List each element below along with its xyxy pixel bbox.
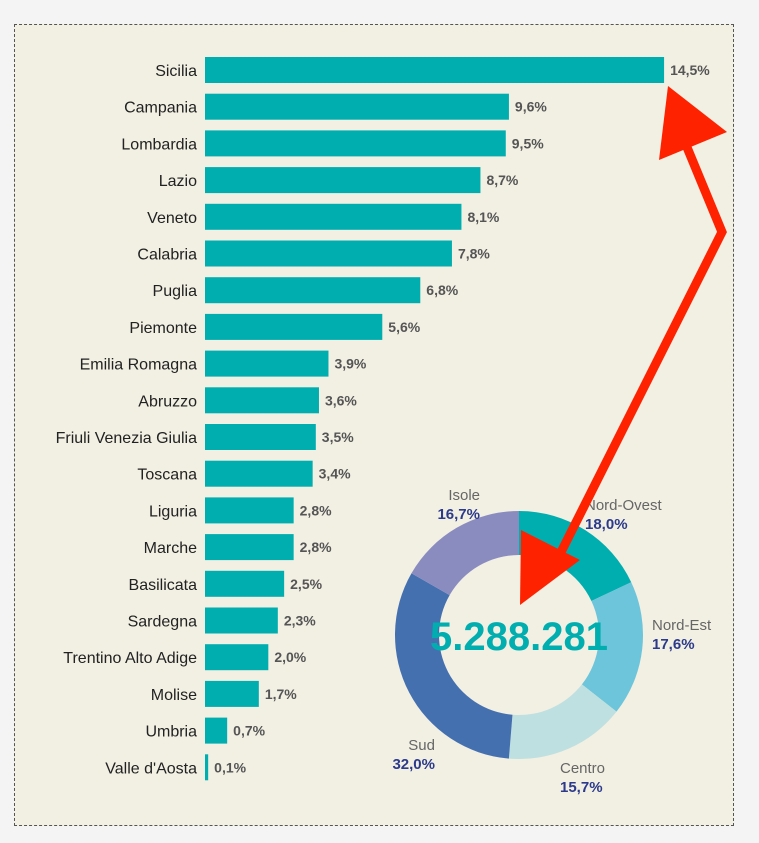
category-label: Puglia	[153, 283, 198, 300]
bar	[205, 644, 269, 671]
red-double-arrow-annotation	[520, 86, 727, 605]
bar-value-label: 2,8%	[300, 539, 332, 555]
category-label: Piemonte	[129, 320, 197, 337]
slice-value-label: 15,7%	[560, 779, 603, 796]
bar-value-label: 6,8%	[426, 282, 458, 298]
category-label: Valle d'Aosta	[105, 760, 197, 777]
bar	[205, 93, 509, 120]
donut-slice	[519, 511, 632, 601]
bar	[205, 680, 259, 707]
slice-name-label: Isole	[448, 487, 480, 504]
bar	[205, 387, 319, 414]
bar-chart: Sicilia 14,5% Campania 9,6% Lombardia 9,5% Laz…	[56, 57, 710, 781]
bar	[205, 497, 294, 524]
bar-value-label: 9,6%	[515, 99, 547, 115]
category-label: Campania	[124, 100, 197, 117]
bar-value-label: 14,5%	[670, 62, 710, 78]
category-label: Abruzzo	[138, 393, 197, 410]
category-label: Emilia Romagna	[80, 357, 197, 374]
category-label: Trentino Alto Adige	[63, 650, 197, 667]
bar	[205, 607, 278, 634]
category-label: Friuli Venezia Giulia	[56, 430, 198, 447]
category-label: Liguria	[149, 503, 197, 520]
bar	[205, 167, 481, 194]
bar-value-label: 9,5%	[512, 135, 544, 151]
slice-value-label: 16,7%	[437, 506, 480, 523]
slice-value-label: 17,6%	[652, 636, 695, 653]
bar	[205, 350, 329, 377]
bar-value-label: 0,1%	[214, 759, 246, 775]
slice-value-label: 32,0%	[392, 756, 435, 773]
category-label: Marche	[144, 540, 197, 557]
bar-value-label: 1,7%	[265, 686, 297, 702]
bar	[205, 240, 452, 267]
bar	[205, 570, 285, 597]
donut-slice	[581, 582, 643, 712]
bar-value-label: 2,5%	[290, 576, 322, 592]
donut-center-total: 5.288.281	[430, 615, 608, 659]
bar-value-label: 3,6%	[325, 392, 357, 408]
category-label: Umbria	[145, 724, 197, 741]
arrow-line	[543, 138, 727, 581]
bar	[205, 424, 316, 450]
bar	[205, 460, 313, 487]
donut-slice	[395, 573, 513, 759]
bar	[205, 754, 209, 781]
category-label: Calabria	[137, 247, 197, 264]
bar-value-label: 5,6%	[388, 319, 420, 335]
slice-name-label: Centro	[560, 760, 605, 777]
bar	[205, 313, 383, 340]
bar-value-label: 3,5%	[322, 429, 354, 445]
bar-value-label: 2,3%	[284, 613, 316, 629]
bar-value-label: 3,4%	[319, 466, 351, 482]
bar	[205, 534, 294, 561]
slice-value-label: 18,0%	[585, 516, 628, 533]
category-label: Toscana	[137, 467, 197, 484]
category-label: Basilicata	[129, 577, 198, 594]
bar	[205, 57, 665, 83]
category-label: Lombardia	[121, 136, 197, 153]
bar-value-label: 2,8%	[300, 502, 332, 518]
bar-value-label: 7,8%	[458, 246, 490, 262]
bar	[205, 130, 506, 157]
category-label: Molise	[151, 687, 197, 704]
slice-name-label: Nord-Ovest	[585, 497, 663, 514]
donut-slice	[508, 684, 617, 759]
bar-value-label: 2,0%	[274, 649, 306, 665]
category-label: Veneto	[147, 210, 197, 227]
donut-slice	[411, 511, 519, 596]
bar-value-label: 8,7%	[486, 172, 518, 188]
bar-value-label: 3,9%	[334, 356, 366, 372]
slice-name-label: Nord-Est	[652, 617, 712, 634]
bar-value-label: 8,1%	[467, 209, 499, 225]
donut-chart: Nord-Ovest 18,0% Nord-Est 17,6% Centro 15,7% S…	[392, 487, 712, 796]
category-label: Sardegna	[128, 614, 197, 631]
category-label: Lazio	[159, 173, 197, 190]
arrow-head-up	[659, 86, 727, 160]
bar	[205, 277, 421, 304]
bar	[205, 203, 462, 230]
slice-name-label: Sud	[408, 737, 435, 754]
category-label: Sicilia	[155, 63, 197, 80]
bar	[205, 717, 228, 744]
bar-value-label: 0,7%	[233, 723, 265, 739]
arrow-head-down	[520, 530, 580, 605]
